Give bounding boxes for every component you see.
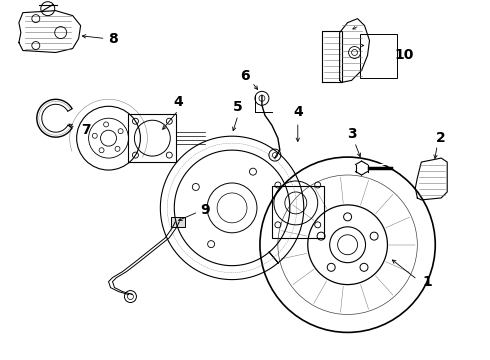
Text: 6: 6 — [240, 69, 250, 84]
Text: 8: 8 — [108, 32, 118, 46]
Text: 9: 9 — [200, 203, 210, 217]
Text: 2: 2 — [437, 131, 446, 145]
FancyBboxPatch shape — [172, 217, 185, 227]
Text: 5: 5 — [233, 100, 243, 114]
Text: 3: 3 — [347, 127, 356, 141]
Text: 4: 4 — [173, 95, 183, 109]
Text: 4: 4 — [293, 105, 303, 119]
Text: 10: 10 — [395, 49, 414, 63]
Text: 7: 7 — [81, 123, 91, 137]
Text: 1: 1 — [422, 275, 432, 289]
